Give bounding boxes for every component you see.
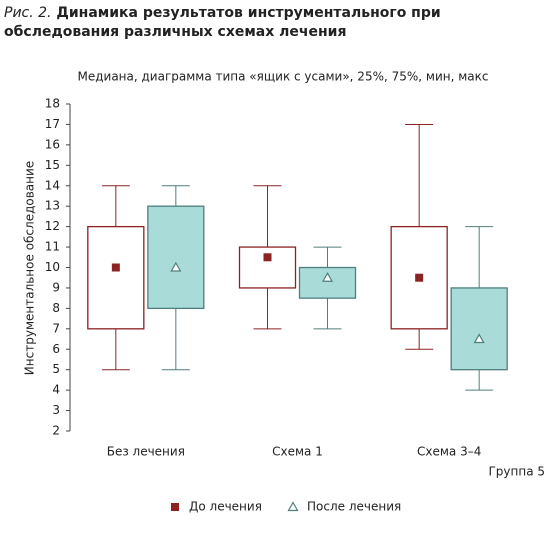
y-tick-label: 11	[45, 240, 60, 254]
title-text: Динамика результатов инструментального п…	[4, 5, 441, 40]
x-tick-label: Схема 3–4	[417, 445, 481, 459]
y-axis-label: Инструментальное обследование	[23, 161, 37, 375]
x-tick-label: Без лечения	[107, 445, 185, 459]
box	[238, 246, 297, 289]
chart-title: Рис. 2. Динамика результатов инструмента…	[4, 4, 524, 42]
box	[87, 225, 145, 330]
y-tick-label: 14	[45, 178, 60, 192]
box	[450, 287, 508, 371]
legend-label: После лечения	[307, 500, 401, 514]
y-tick-label: 12	[45, 219, 60, 233]
y-tick-label: 4	[52, 383, 60, 397]
y-tick-label: 16	[45, 137, 60, 151]
legend-marker	[171, 503, 179, 511]
legend-marker	[287, 501, 299, 512]
y-tick-label: 15	[45, 158, 60, 172]
y-tick-label: 8	[52, 301, 60, 315]
median-marker	[321, 271, 334, 282]
y-tick-label: 7	[52, 321, 60, 335]
median-marker	[263, 253, 272, 262]
y-tick-label: 6	[52, 342, 60, 356]
x-axis-label: Группа 5	[488, 465, 545, 479]
y-tick-label: 10	[45, 260, 60, 274]
y-tick-label: 17	[45, 117, 60, 131]
chart-subtitle: Медиана, диаграмма типа «ящик с усами», …	[77, 70, 488, 84]
box	[147, 205, 205, 310]
y-tick-label: 5	[52, 362, 60, 376]
x-tick-label: Схема 1	[272, 445, 323, 459]
y-tick-label: 9	[52, 280, 60, 294]
median-marker	[415, 273, 424, 282]
y-tick-label: 3	[52, 403, 60, 417]
legend-label: До лечения	[189, 500, 262, 514]
y-tick-label: 18	[45, 97, 60, 111]
y-tick-label: 13	[45, 199, 60, 213]
median-marker	[111, 263, 120, 272]
y-tick-label: 2	[52, 424, 60, 438]
median-marker	[170, 261, 182, 272]
figure-label: Рис. 2.	[4, 5, 52, 21]
median-marker	[473, 333, 485, 344]
